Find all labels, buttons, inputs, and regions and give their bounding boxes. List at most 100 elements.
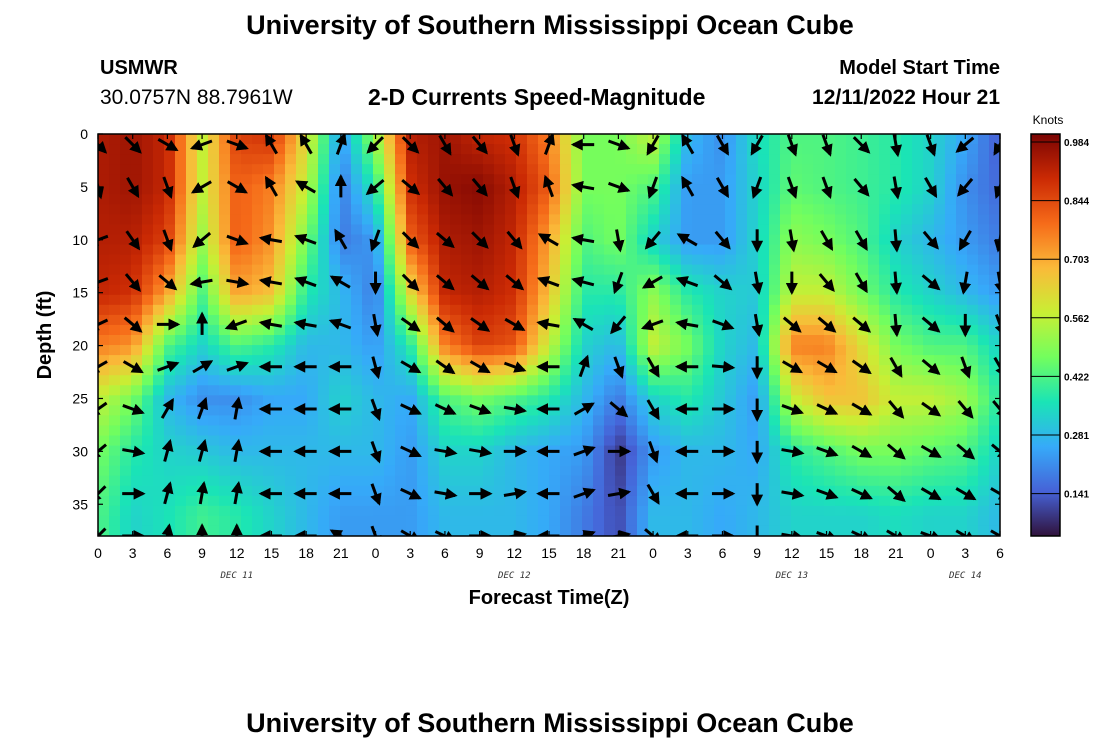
heatmap-cell xyxy=(593,515,605,527)
heatmap-cell xyxy=(527,324,539,336)
heatmap-cell xyxy=(318,505,330,517)
current-vector xyxy=(920,530,943,536)
heatmap-cell xyxy=(318,264,330,276)
heatmap-cell xyxy=(175,515,187,527)
heatmap-cell xyxy=(219,254,231,266)
heatmap-cell xyxy=(802,314,814,326)
heatmap-cell xyxy=(395,234,407,246)
heatmap-cell xyxy=(791,435,803,447)
heatmap-cell xyxy=(802,365,814,376)
heatmap-cell xyxy=(428,435,440,447)
heatmap-cell xyxy=(802,465,814,477)
heatmap-cell xyxy=(351,385,363,396)
heatmap-cell xyxy=(802,415,814,427)
heatmap-cell xyxy=(692,455,704,467)
heatmap-cell xyxy=(582,435,594,447)
heatmap-cell xyxy=(428,264,440,276)
heatmap-cell xyxy=(461,214,473,226)
heatmap-cell xyxy=(241,525,253,536)
heatmap-cell xyxy=(725,144,737,155)
heatmap-cell xyxy=(967,184,979,195)
heatmap-cell xyxy=(384,284,396,296)
heatmap-cell xyxy=(516,415,528,427)
current-vector xyxy=(711,360,736,373)
heatmap-cell xyxy=(934,495,946,507)
current-vector xyxy=(503,361,527,373)
heatmap-cell xyxy=(461,345,473,356)
heatmap-cell xyxy=(340,435,352,447)
heatmap-cell xyxy=(703,184,715,195)
heatmap-cell xyxy=(769,324,781,336)
heatmap-cell xyxy=(835,294,847,306)
heatmap-cell xyxy=(164,425,176,437)
heatmap-cell xyxy=(692,435,704,447)
heatmap-cell xyxy=(307,294,319,306)
heatmap-cell xyxy=(340,455,352,467)
heatmap-cell xyxy=(208,274,220,286)
current-vector xyxy=(644,528,663,536)
heatmap-cell xyxy=(901,365,913,376)
heatmap-cell xyxy=(483,395,495,406)
heatmap-cell xyxy=(153,445,165,457)
heatmap-cell xyxy=(175,445,187,457)
heatmap-cell xyxy=(626,304,638,316)
heatmap-cell xyxy=(923,214,935,226)
heatmap-cell xyxy=(494,395,506,406)
heatmap-cell xyxy=(692,204,704,215)
current-vector xyxy=(293,318,317,331)
heatmap-cell xyxy=(241,314,253,326)
heatmap-cell xyxy=(219,345,231,356)
heatmap-cell xyxy=(439,294,451,306)
heatmap-cell xyxy=(274,164,286,175)
colorbar-tick-label: 0.984 xyxy=(1064,138,1089,149)
heatmap-cell xyxy=(835,254,847,266)
heatmap-cell xyxy=(527,254,539,266)
heatmap-cell xyxy=(219,495,231,507)
heatmap-cell xyxy=(461,385,473,396)
heatmap-cell xyxy=(340,415,352,427)
current-vector xyxy=(781,403,804,415)
heatmap-cell xyxy=(98,244,110,256)
heatmap-cell xyxy=(725,234,737,246)
heatmap-cell xyxy=(351,415,363,427)
heatmap-cell xyxy=(956,375,968,386)
heatmap-cell xyxy=(164,164,176,175)
heatmap-cell xyxy=(120,144,132,155)
current-vector xyxy=(434,403,457,415)
heatmap-cell xyxy=(736,204,748,215)
heatmap-cell xyxy=(197,274,209,286)
current-vector xyxy=(890,313,902,338)
heatmap-cell xyxy=(857,465,869,477)
heatmap-cell xyxy=(912,525,924,536)
heatmap-cell xyxy=(879,184,891,195)
heatmap-cell xyxy=(582,194,594,205)
heatmap-cell xyxy=(989,455,1000,467)
x-tick-label: 15 xyxy=(819,545,835,561)
heatmap-cell xyxy=(153,184,165,195)
heatmap-cell xyxy=(329,204,341,215)
current-vector xyxy=(959,271,972,295)
heatmap-cell xyxy=(813,144,825,155)
heatmap-cell xyxy=(428,495,440,507)
heatmap-cell xyxy=(153,164,165,175)
heatmap-cell xyxy=(769,375,781,386)
heatmap-cell xyxy=(307,505,319,517)
heatmap-cell xyxy=(736,405,748,416)
heatmap-cell xyxy=(142,525,154,536)
heatmap-cell xyxy=(329,264,341,276)
heatmap-cell xyxy=(626,485,638,497)
heatmap-cell xyxy=(461,495,473,507)
heatmap-cell xyxy=(560,194,572,205)
heatmap-cell xyxy=(637,314,649,326)
heatmap-cell xyxy=(175,304,187,316)
heatmap-cell xyxy=(406,525,418,536)
current-vector xyxy=(955,136,975,153)
heatmap-cell xyxy=(791,335,803,346)
heatmap-cell xyxy=(241,485,253,497)
heatmap-cell xyxy=(538,134,550,145)
heatmap-cell xyxy=(252,455,264,467)
heatmap-cell xyxy=(560,445,572,457)
heatmap-cell xyxy=(109,244,121,256)
heatmap-cell xyxy=(428,455,440,467)
heatmap-cell xyxy=(670,284,682,296)
